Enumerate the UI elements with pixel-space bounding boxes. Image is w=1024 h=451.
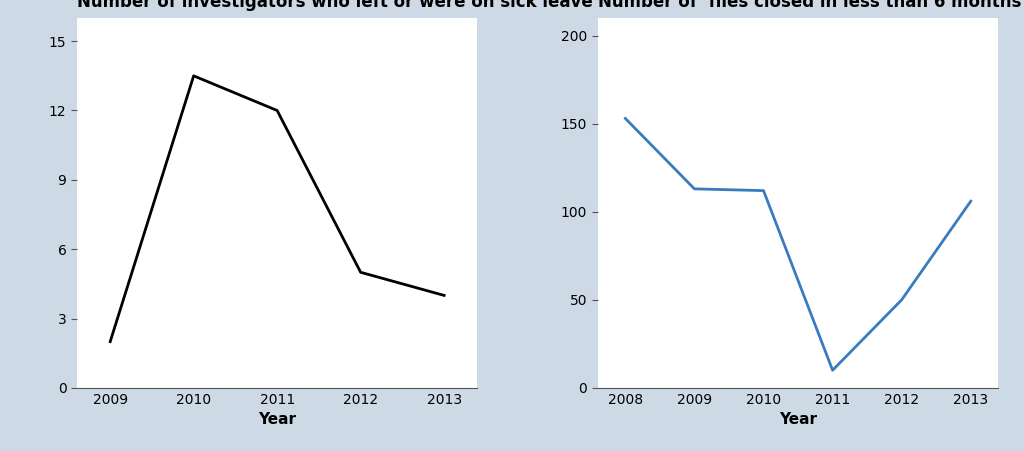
Text: Number of investigators who left or were on sick leave: Number of investigators who left or were… — [77, 0, 593, 11]
Text: Number of  files closed in less than 6 months: Number of files closed in less than 6 mo… — [598, 0, 1021, 11]
X-axis label: Year: Year — [779, 412, 817, 427]
X-axis label: Year: Year — [258, 412, 296, 427]
